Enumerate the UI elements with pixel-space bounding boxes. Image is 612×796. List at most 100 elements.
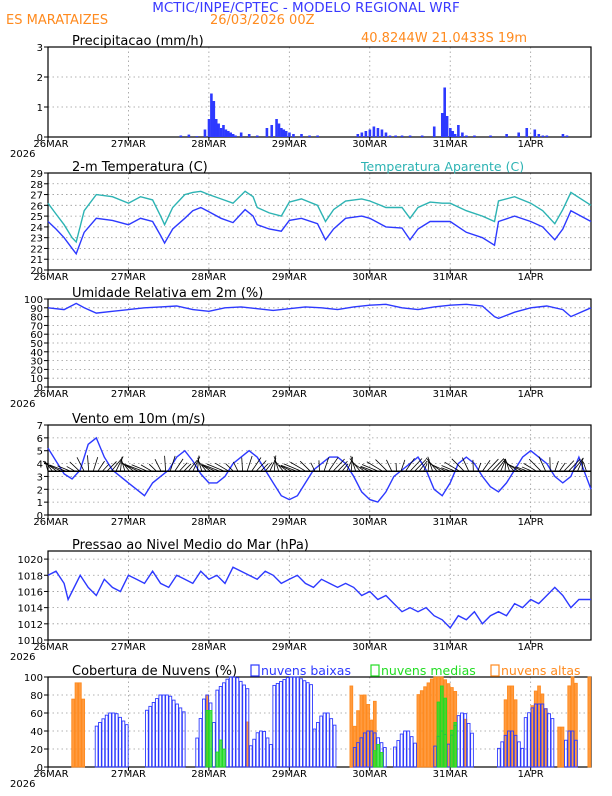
y-tick-label: 28 [30,180,43,191]
y-tick-label: 29 [30,169,43,180]
panel-title: Umidade Relativa em 2m (%) [72,286,263,301]
cloud-bar-baixas [273,685,276,767]
precip-bar [369,130,372,138]
precip-bar [533,130,536,138]
y-tick-label: 5 [37,447,43,458]
precip-bar [457,125,460,137]
cloud-bar-baixas [290,677,293,767]
cloud-bar-baixas [323,713,326,767]
precip-bar [234,136,237,138]
cloud-bar-baixas [159,695,162,767]
precip-bar [278,124,281,138]
cloud-bar-altas [75,683,78,767]
x-year-label: 2026 [10,149,35,160]
wind-vector [70,462,80,471]
wind-vector [487,459,498,471]
wind-vector [462,458,468,472]
x-tick-label: 29MAR [272,517,307,528]
x-tick-label: 1APR [518,642,544,653]
precip-bar [461,133,464,138]
cloud-bar-baixas [327,713,330,767]
cloud-bar-altas [561,727,564,767]
x-tick-label: 27MAR [111,517,146,528]
y-tick-label: 7 [37,421,43,432]
precip-bar [280,128,283,137]
x-tick-label: 30MAR [352,769,387,780]
y-tick-label: 1014 [18,604,43,615]
cloud-bar-baixas [179,708,182,767]
precip-bar [220,128,223,137]
x-tick-label: 29MAR [272,272,307,283]
x-tick-label: 29MAR [272,139,307,150]
cloud-bar-baixas [253,739,256,767]
cloud-bar-altas [350,686,353,767]
cloud-bar-baixas [521,748,524,767]
x-tick-label: 28MAR [191,139,226,150]
x-tick-label: 30MAR [352,139,387,150]
x-tick-label: 27MAR [111,642,146,653]
y-tick-label: 100 [24,295,43,306]
cloud-bar-medias [377,745,380,768]
precip-bar [275,119,278,137]
cloud-bar-baixas [564,740,567,767]
y-tick-label: 22 [30,244,43,255]
y-tick-label: 25 [30,212,43,223]
cloud-bar-baixas [213,722,216,767]
y-tick-label: 4 [37,460,43,471]
precip-bar [248,134,251,137]
y-tick-label: 6 [37,434,43,445]
cloud-bar-baixas [199,719,202,767]
cloud-bar-altas [427,683,430,767]
x-tick-label: 26MAR [33,389,68,400]
x-tick-label: 31MAR [433,139,468,150]
cloud-bar-baixas [497,748,500,767]
wind-vector [179,463,187,472]
wind-vector [582,461,583,471]
cloud-bar-baixas [286,678,289,767]
precip-bar [542,136,545,138]
x-tick-label: 31MAR [433,642,468,653]
precip-bar [489,136,492,138]
cloud-bar-altas [82,699,85,767]
cloud-bar-baixas [169,696,172,767]
cloud-bar-baixas [524,718,527,767]
x-tick-label: 1APR [518,272,544,283]
y-tick-label: 80 [30,691,43,702]
precip-bar [292,134,295,137]
cloud-bar-baixas [310,685,313,767]
x-tick-label: 27MAR [111,389,146,400]
cloud-bar-baixas [172,700,175,767]
cloud-bar-baixas [182,712,185,767]
x-tick-label: 31MAR [433,389,468,400]
cloud-bar-medias [444,698,447,767]
cloud-bar-altas [430,679,433,767]
wind-vector [559,463,565,471]
precip-bar [473,136,476,138]
series-line [48,303,591,318]
header-coords: 40.8244W 21.0433S 19m [361,31,527,46]
cloud-bar-baixas [239,681,242,767]
cloud-bar-baixas [306,683,309,767]
x-year-label: 2026 [10,652,35,663]
precip-bar [213,101,216,137]
cloud-bar-baixas [471,733,474,767]
precip-bar [188,135,191,137]
wind-vector [555,461,559,471]
precip-bar [446,116,449,137]
cloud-bar-baixas [283,680,286,767]
cloud-bar-medias [440,686,443,767]
wind-vector [300,461,310,471]
precip-bar [562,134,565,137]
precip-bar [215,119,218,137]
x-tick-label: 30MAR [352,642,387,653]
panel-title: Vento em 10m (m/s) [72,412,205,427]
cloud-bar-baixas [166,695,169,767]
cloud-bar-baixas [280,682,283,767]
precip-bar [270,125,273,137]
precip-bar [208,119,211,137]
cloud-bar-baixas [303,681,306,767]
